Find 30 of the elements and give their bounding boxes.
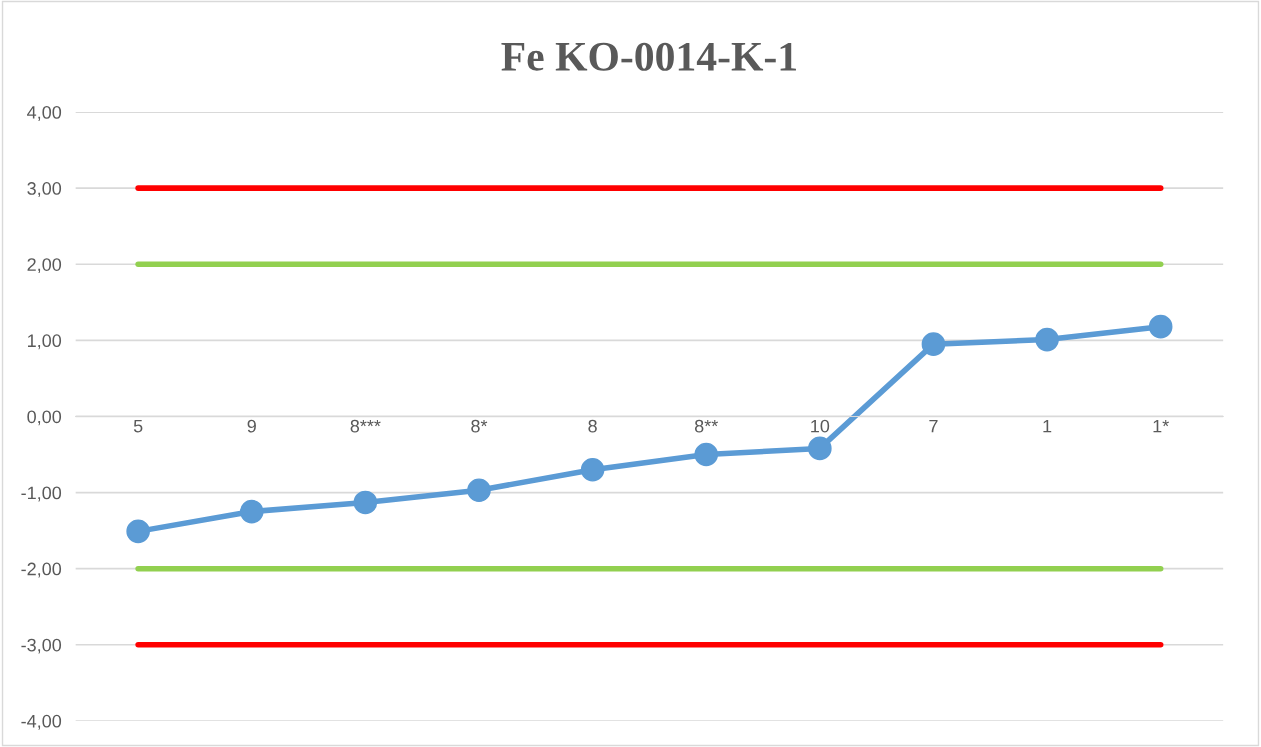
- x-tick-label: 8*: [471, 419, 488, 433]
- y-tick-label: -1,00: [21, 486, 62, 502]
- point: [921, 332, 946, 356]
- x-tick-label: 8: [588, 419, 597, 433]
- chart-title: Fe KO-0014-K-1: [501, 42, 796, 71]
- x-tick-label: 10: [811, 419, 830, 433]
- x-tick-label: 5: [133, 419, 143, 433]
- point: [694, 442, 719, 467]
- point: [580, 457, 605, 482]
- y-tick-label: 4,00: [27, 105, 62, 121]
- point: [126, 519, 150, 544]
- y-tick-label: -4,00: [21, 714, 62, 730]
- x-tick-label: 8***: [350, 419, 381, 433]
- x-tick-label: 1*: [1153, 419, 1169, 433]
- y-tick-label: 3,00: [27, 182, 62, 197]
- point: [467, 478, 491, 503]
- x-tick-label: 9: [247, 419, 256, 433]
- x-tick-label: 1: [1043, 419, 1052, 433]
- point: [239, 499, 264, 524]
- point: [1148, 314, 1173, 339]
- y-tick-label: 2,00: [27, 258, 62, 274]
- x-tick-label: 8**: [694, 419, 718, 433]
- y-tick-label: -2,00: [21, 562, 62, 578]
- point: [808, 436, 832, 461]
- y-tick-label: 0,00: [27, 410, 62, 426]
- point: [353, 490, 378, 515]
- y-tick-label: 1,00: [28, 334, 62, 350]
- point: [1035, 327, 1059, 352]
- y-tick-label: -3,00: [21, 638, 62, 654]
- x-tick-label: 7: [929, 419, 938, 433]
